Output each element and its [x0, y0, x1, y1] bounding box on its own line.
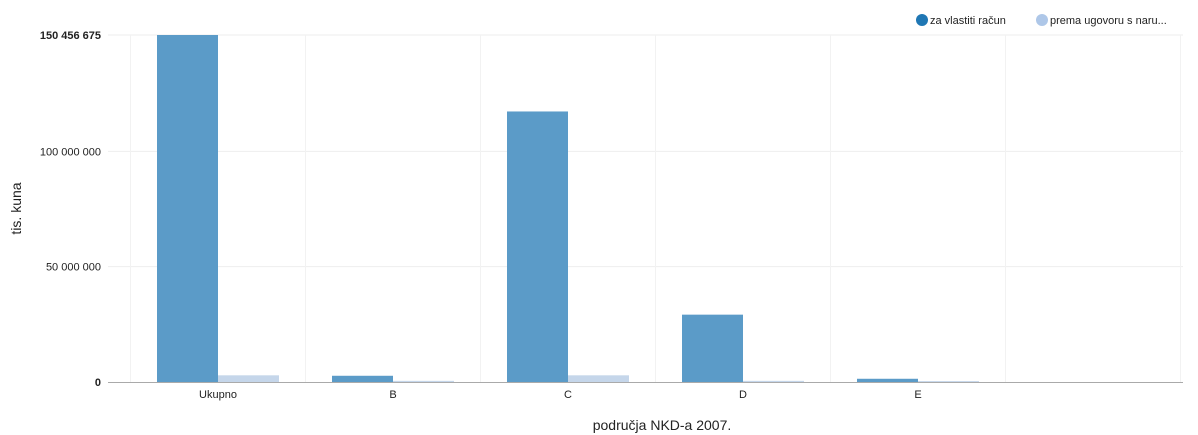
legend-label: za vlastiti račun [930, 15, 1006, 27]
bar-vlastiti [857, 378, 918, 382]
bar-ugovor [568, 375, 629, 382]
y-tick-label: 0 [95, 377, 101, 389]
bar-vlastiti [507, 111, 568, 382]
y-axis-ticks: 0 50 000 000 100 000 000 150 456 675 [40, 30, 101, 389]
bar-vlastiti [682, 314, 743, 382]
legend-label: prema ugovoru s naru... [1050, 15, 1167, 27]
legend-swatch [916, 14, 928, 26]
x-tick-label: D [739, 389, 747, 401]
y-tick-label: 150 456 675 [40, 30, 101, 42]
bar-ugovor [918, 381, 979, 382]
legend: za vlastiti račun prema ugovoru s naru... [916, 14, 1167, 27]
bar-ugovor [218, 375, 279, 382]
x-tick-label: B [389, 389, 396, 401]
grid-lines [108, 34, 1183, 382]
y-tick-label: 50 000 000 [46, 262, 101, 274]
x-tick-label: Ukupno [199, 389, 237, 401]
x-axis-title: područja NKD-a 2007. [593, 417, 732, 433]
x-tick-label: C [564, 389, 572, 401]
y-tick-label: 100 000 000 [40, 146, 101, 158]
x-axis-ticks: Ukupno B C D E [199, 389, 922, 401]
x-tick-label: E [914, 389, 921, 401]
bars [157, 35, 979, 382]
y-axis-title: tis. kuna [8, 182, 24, 234]
bar-vlastiti [332, 375, 393, 382]
legend-swatch [1036, 14, 1048, 26]
bar-vlastiti [157, 35, 218, 382]
bar-ugovor [743, 380, 804, 382]
bar-ugovor [393, 380, 454, 382]
